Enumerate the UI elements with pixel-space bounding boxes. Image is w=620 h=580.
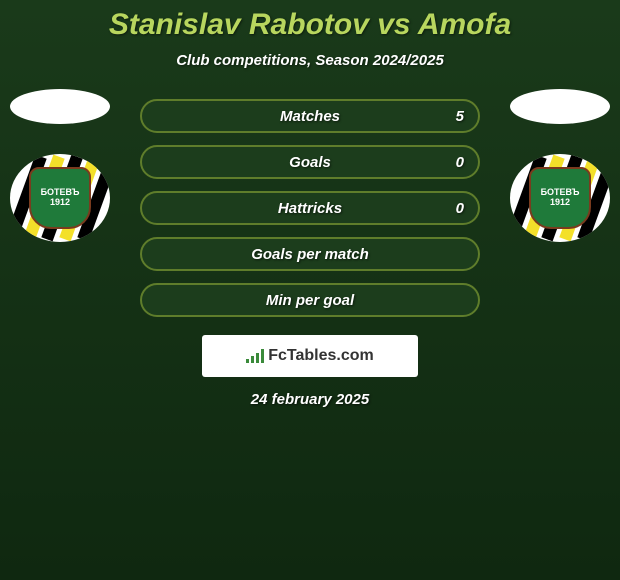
stat-label: Min per goal — [266, 292, 354, 309]
club-badge-right: БОТЕВЪ 1912 — [510, 154, 610, 242]
club-badge-left: БОТЕВЪ 1912 — [10, 154, 110, 242]
stat-row-mpg: Min per goal — [140, 283, 480, 317]
stat-row-goals: Goals 0 — [140, 145, 480, 179]
chart-icon — [246, 349, 264, 363]
stat-value-right: 5 — [456, 108, 464, 125]
attribution-text: FcTables.com — [268, 347, 374, 365]
stat-row-gpm: Goals per match — [140, 237, 480, 271]
badge-text-2: 1912 — [50, 198, 70, 208]
stat-label: Goals per match — [251, 246, 369, 263]
stat-label: Goals — [289, 154, 331, 171]
date-text: 24 february 2025 — [251, 391, 369, 408]
badge-text-2: 1912 — [550, 198, 570, 208]
player-right-column: БОТЕВЪ 1912 — [510, 89, 610, 242]
stat-list: Matches 5 Goals 0 Hattricks 0 Goals per … — [140, 99, 480, 317]
stat-value-right: 0 — [456, 154, 464, 171]
main-panel: БОТЕВЪ 1912 Matches 5 Goals 0 Hattricks … — [0, 99, 620, 317]
player-right-avatar — [510, 89, 610, 124]
stat-row-matches: Matches 5 — [140, 99, 480, 133]
attribution-badge[interactable]: FcTables.com — [202, 335, 418, 377]
subtitle: Club competitions, Season 2024/2025 — [176, 52, 444, 69]
player-left-column: БОТЕВЪ 1912 — [10, 89, 110, 242]
page-title: Stanislav Rabotov vs Amofa — [109, 8, 511, 42]
stat-value-right: 0 — [456, 200, 464, 217]
player-left-avatar — [10, 89, 110, 124]
stat-label: Matches — [280, 108, 340, 125]
stat-row-hattricks: Hattricks 0 — [140, 191, 480, 225]
stat-label: Hattricks — [278, 200, 342, 217]
